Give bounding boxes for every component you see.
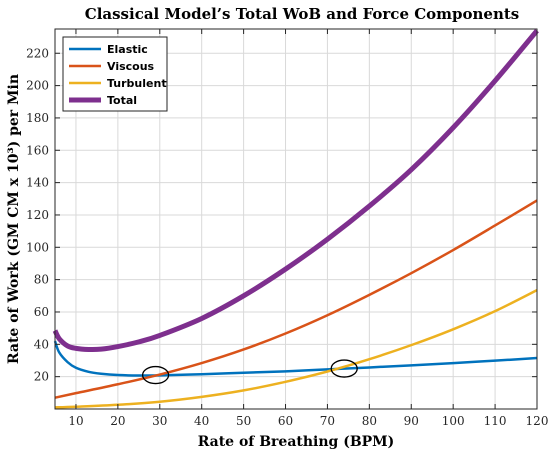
x-tick-label: 90	[404, 414, 419, 428]
legend: Elastic Viscous Turbulent Total	[62, 36, 168, 112]
legend-label-viscous: Viscous	[107, 60, 155, 73]
x-tick-label: 40	[194, 414, 209, 428]
legend-label-turbulent: Turbulent	[107, 77, 167, 90]
x-tick-label: 20	[110, 414, 125, 428]
legend-label-elastic: Elastic	[107, 43, 148, 56]
x-tick-label: 10	[68, 414, 83, 428]
series-line-viscous	[54, 199, 538, 399]
y-tick-label: 40	[34, 337, 49, 351]
x-tick-label: 80	[362, 414, 377, 428]
y-ticks: 20 40 60 80 100 120 140 160 180 200 220	[26, 46, 537, 384]
x-tick-label: 120	[526, 414, 549, 428]
crossover-marker	[141, 365, 170, 385]
y-tick-label: 200	[26, 79, 49, 93]
crossover-marker	[330, 359, 358, 378]
x-ticks: 10 20 30 40 50 60 70 80 90 100 110 120	[68, 29, 548, 428]
annotation-layer	[141, 359, 358, 385]
y-axis-label: Rate of Work (GM CM x 10³) per Min	[6, 74, 22, 364]
y-tick-label: 120	[26, 208, 49, 222]
y-tick-label: 140	[26, 176, 49, 190]
y-tick-label: 20	[34, 370, 49, 384]
y-tick-label: 60	[34, 305, 49, 319]
x-tick-label: 60	[278, 414, 293, 428]
y-tick-label: 180	[26, 111, 49, 125]
x-tick-label: 100	[442, 414, 465, 428]
x-tick-label: 30	[152, 414, 167, 428]
series-line-elastic	[53, 340, 538, 377]
x-tick-label: 50	[236, 414, 251, 428]
y-tick-label: 100	[26, 240, 49, 254]
y-tick-label: 160	[26, 143, 49, 157]
series-line-total	[52, 29, 539, 353]
plot-frame	[54, 28, 538, 410]
x-axis-label: Rate of Breathing (BPM)	[198, 434, 395, 450]
legend-label-total: Total	[107, 94, 137, 107]
x-tick-label: 70	[320, 414, 335, 428]
x-tick-label: 110	[484, 414, 507, 428]
y-tick-label: 220	[26, 46, 49, 60]
y-tick-label: 80	[34, 273, 49, 287]
chart-title: Classical Model’s Total WoB and Force Co…	[85, 5, 520, 23]
